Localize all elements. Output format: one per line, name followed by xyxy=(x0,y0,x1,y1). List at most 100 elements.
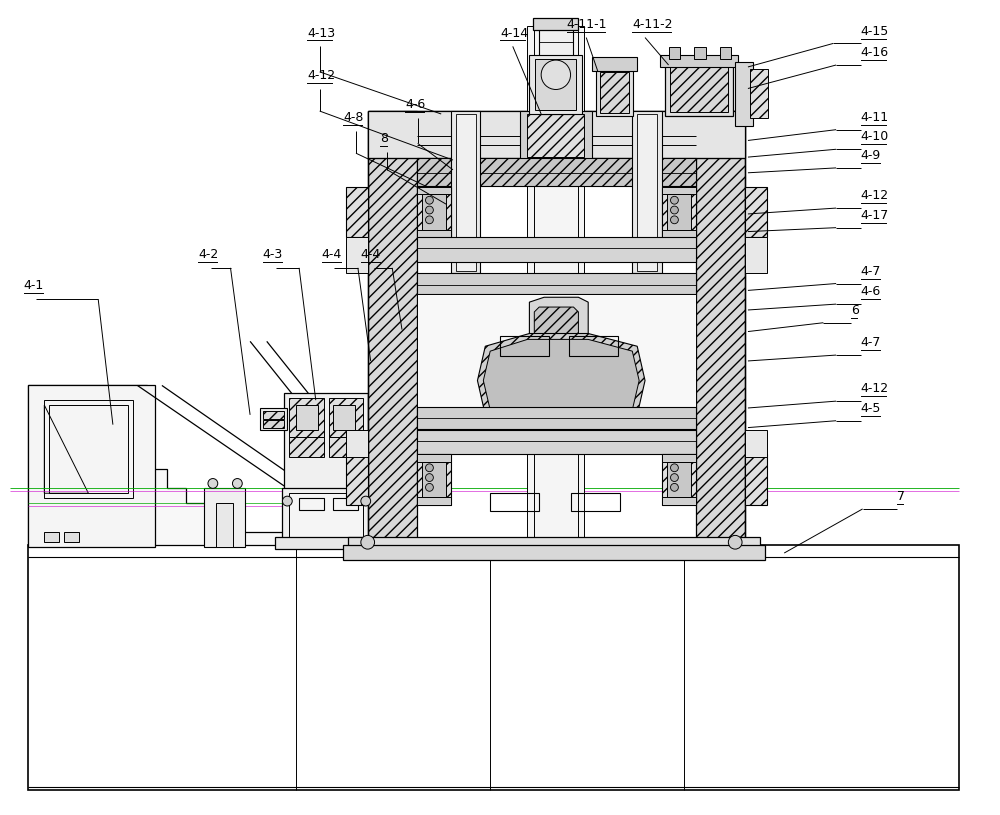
Polygon shape xyxy=(28,385,296,545)
Bar xyxy=(533,18,578,29)
Text: 4-4: 4-4 xyxy=(322,248,342,261)
Bar xyxy=(539,26,573,114)
Text: 4-14: 4-14 xyxy=(500,27,528,39)
Bar xyxy=(263,420,284,428)
Circle shape xyxy=(671,464,678,472)
Text: 4-5: 4-5 xyxy=(861,402,881,415)
Bar xyxy=(333,498,358,510)
Bar xyxy=(720,47,731,59)
Polygon shape xyxy=(477,333,645,420)
Bar xyxy=(529,55,582,114)
Polygon shape xyxy=(534,307,578,403)
Text: 4-10: 4-10 xyxy=(861,130,889,143)
Bar xyxy=(592,57,637,71)
Text: 6: 6 xyxy=(851,304,859,317)
Bar xyxy=(289,399,324,438)
Bar xyxy=(328,438,363,457)
Bar xyxy=(667,462,691,497)
Bar xyxy=(282,488,371,542)
Text: 8: 8 xyxy=(380,132,388,145)
Bar xyxy=(417,230,451,237)
Bar xyxy=(417,430,696,454)
Bar xyxy=(660,55,738,67)
Bar xyxy=(275,537,378,549)
Bar xyxy=(417,237,696,262)
Bar xyxy=(417,187,451,194)
Bar xyxy=(662,454,696,505)
Bar xyxy=(600,72,629,113)
Bar xyxy=(343,545,765,560)
Bar xyxy=(745,430,767,457)
Bar xyxy=(662,230,696,237)
Polygon shape xyxy=(368,111,417,542)
Bar xyxy=(490,493,539,511)
Bar xyxy=(417,158,696,186)
Bar xyxy=(750,69,768,118)
Bar xyxy=(346,454,368,505)
Bar xyxy=(456,114,476,271)
Bar xyxy=(263,411,284,419)
Circle shape xyxy=(208,478,218,488)
Bar xyxy=(417,187,451,237)
Circle shape xyxy=(671,474,678,482)
Circle shape xyxy=(426,483,433,491)
Bar xyxy=(527,114,584,157)
Bar xyxy=(520,111,592,160)
Bar xyxy=(417,454,451,505)
Bar xyxy=(417,294,696,407)
Bar xyxy=(637,114,657,271)
Text: 4-11-1: 4-11-1 xyxy=(567,18,607,31)
Circle shape xyxy=(426,196,433,204)
Bar xyxy=(662,454,696,462)
Bar xyxy=(346,187,368,237)
Bar xyxy=(417,273,696,294)
Bar xyxy=(417,454,451,462)
Bar xyxy=(44,400,132,498)
Circle shape xyxy=(426,216,433,224)
Text: 4-4: 4-4 xyxy=(361,248,381,261)
Bar xyxy=(333,405,355,430)
Circle shape xyxy=(426,474,433,482)
Circle shape xyxy=(541,60,571,90)
Text: 4-13: 4-13 xyxy=(307,27,335,39)
Polygon shape xyxy=(483,339,639,415)
Bar xyxy=(348,537,760,559)
Text: 4-9: 4-9 xyxy=(861,149,881,162)
Bar xyxy=(669,47,680,59)
Bar xyxy=(289,438,324,457)
Bar xyxy=(745,454,767,505)
Circle shape xyxy=(426,206,433,214)
Circle shape xyxy=(361,496,371,506)
Bar xyxy=(28,545,959,791)
Circle shape xyxy=(426,464,433,472)
Circle shape xyxy=(671,216,678,224)
Bar xyxy=(662,187,696,237)
Bar xyxy=(204,488,245,547)
Text: 7: 7 xyxy=(897,490,905,503)
Text: 4-11-2: 4-11-2 xyxy=(632,18,673,31)
Circle shape xyxy=(671,196,678,204)
Bar xyxy=(417,497,451,505)
Text: 4-6: 4-6 xyxy=(861,285,881,298)
Circle shape xyxy=(671,206,678,214)
Bar xyxy=(665,62,733,116)
Circle shape xyxy=(671,483,678,491)
Bar xyxy=(346,237,368,273)
Polygon shape xyxy=(529,297,588,408)
Bar xyxy=(745,187,767,237)
Bar xyxy=(346,430,368,457)
Circle shape xyxy=(232,478,242,488)
Bar xyxy=(451,111,480,273)
Bar xyxy=(64,532,79,542)
Bar xyxy=(694,47,706,59)
Bar xyxy=(49,405,128,493)
Bar xyxy=(417,407,696,429)
Bar xyxy=(745,237,767,273)
Text: 4-12: 4-12 xyxy=(861,189,889,202)
Bar xyxy=(569,337,618,356)
Bar xyxy=(299,498,324,510)
Text: 4-11: 4-11 xyxy=(861,111,889,124)
Bar xyxy=(632,111,662,273)
Bar xyxy=(328,399,363,438)
Text: 4-15: 4-15 xyxy=(861,24,889,37)
